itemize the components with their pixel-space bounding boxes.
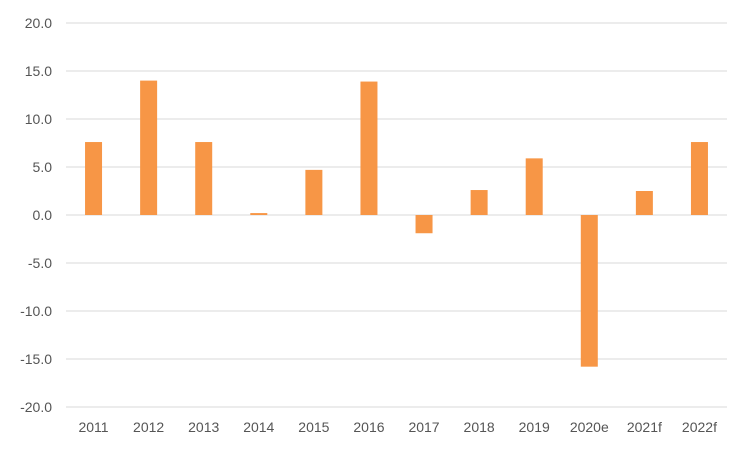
x-tick-label: 2020e (570, 419, 609, 435)
x-tick-label: 2011 (78, 419, 108, 435)
bar-2017 (415, 215, 433, 234)
x-tick-label: 2014 (243, 419, 274, 435)
bar-2019 (525, 158, 543, 215)
gridlines (66, 22, 727, 408)
x-tick-label: 2015 (298, 419, 329, 435)
y-tick-label: -20.0 (20, 399, 52, 415)
x-axis-tick-labels: 2011 2012 2013 2014 2015 2016 2017 2018 2019 2020… (78, 419, 717, 435)
x-tick-label: 2021f (627, 419, 662, 435)
x-tick-label: 2018 (464, 419, 495, 435)
y-tick-label: 0.0 (33, 207, 53, 223)
y-tick-label: -10.0 (20, 303, 52, 319)
x-tick-label: 2019 (519, 419, 550, 435)
x-tick-label: 2016 (353, 419, 384, 435)
x-tick-label: 2022f (682, 419, 717, 435)
x-tick-label: 2013 (188, 419, 219, 435)
bar-2018 (470, 190, 488, 215)
bars (85, 80, 708, 367)
y-tick-label: 15.0 (25, 63, 52, 79)
bar-2020e (580, 215, 598, 367)
bar-2015 (305, 169, 323, 215)
bar-2021f (635, 191, 653, 215)
bar-2014 (250, 213, 268, 215)
bar-2022f (690, 142, 708, 215)
bar-2013 (195, 142, 213, 215)
y-tick-label: 10.0 (25, 111, 52, 127)
y-tick-label: 20.0 (25, 15, 52, 31)
x-tick-label: 2012 (133, 419, 164, 435)
bar-2012 (140, 80, 158, 215)
y-tick-label: -5.0 (28, 255, 52, 271)
bar-2016 (360, 81, 378, 215)
y-tick-label: -15.0 (20, 351, 52, 367)
bar-2011 (85, 142, 103, 215)
y-tick-label: 5.0 (33, 159, 53, 175)
x-tick-label: 2017 (408, 419, 439, 435)
y-axis-tick-labels: 20.0 15.0 10.0 5.0 0.0 -5.0 -10.0 -15.0 -20.0 (20, 15, 52, 415)
